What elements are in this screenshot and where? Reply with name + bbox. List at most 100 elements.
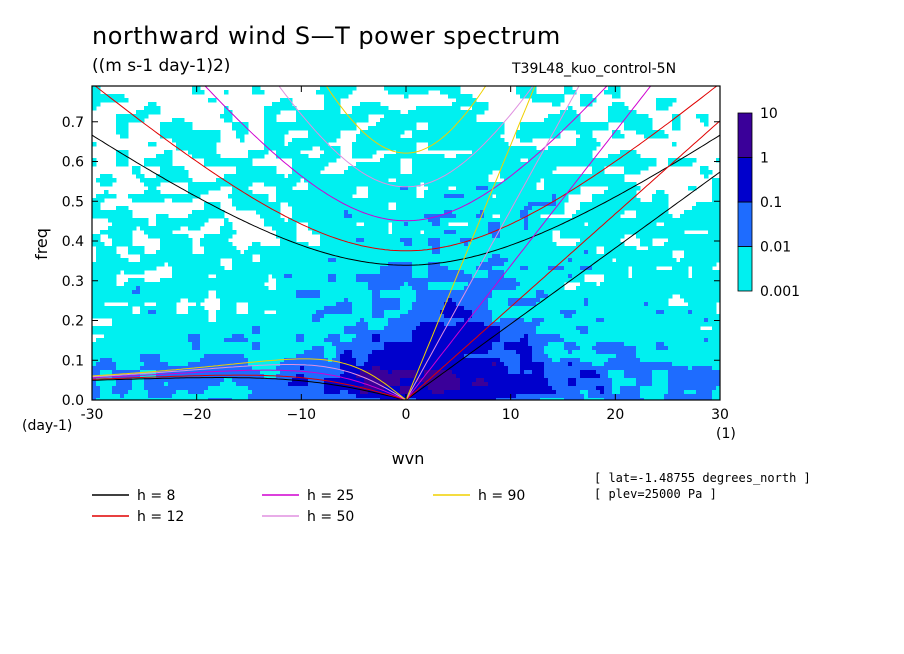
heatmap-cell [312, 266, 317, 271]
heatmap-cell [396, 114, 401, 119]
heatmap-cell [320, 262, 325, 267]
heatmap-cell [300, 278, 305, 283]
heatmap-cell [604, 218, 609, 223]
heatmap-cell [672, 122, 677, 127]
heatmap-cell [468, 210, 473, 215]
heatmap-cell [332, 106, 337, 111]
heatmap-cell [452, 194, 457, 199]
heatmap-cell [404, 242, 409, 247]
heatmap-cell [596, 202, 601, 207]
heatmap-cell [488, 242, 493, 247]
heatmap-cell [192, 270, 197, 275]
heatmap-cell [208, 262, 213, 267]
heatmap-cell [412, 270, 417, 275]
heatmap-cell [616, 186, 621, 191]
heatmap-cell [712, 182, 717, 187]
heatmap-cell [356, 254, 361, 259]
heatmap-cell [228, 246, 233, 251]
heatmap-cell [616, 230, 621, 235]
heatmap-cell [692, 274, 697, 279]
heatmap-cell [548, 274, 553, 279]
heatmap-cell [432, 270, 437, 275]
heatmap-cell [400, 206, 405, 211]
heatmap-cell [564, 190, 569, 195]
heatmap-cell [580, 146, 585, 151]
heatmap-cell [252, 150, 257, 155]
heatmap-cell [316, 258, 321, 263]
heatmap-cell [640, 118, 645, 123]
heatmap-cell [340, 250, 345, 255]
heatmap-cell [408, 110, 413, 115]
heatmap-cell [268, 270, 273, 275]
heatmap-cell [264, 130, 269, 135]
heatmap-cell [388, 162, 393, 167]
heatmap-cell [380, 106, 385, 111]
heatmap-cell [472, 278, 477, 283]
heatmap-cell [272, 258, 277, 263]
heatmap-cell [528, 258, 533, 263]
heatmap-cell [260, 258, 265, 263]
heatmap-cell [392, 130, 397, 135]
heatmap-cell [328, 126, 333, 131]
heatmap-cell [380, 142, 385, 147]
heatmap-cell [392, 278, 397, 283]
heatmap-cell [100, 174, 105, 179]
heatmap-cell [196, 186, 201, 191]
heatmap-cell [460, 182, 465, 187]
heatmap-cell [528, 86, 533, 91]
heatmap-cell [232, 182, 237, 187]
heatmap-cell [336, 94, 341, 99]
heatmap-cell [304, 110, 309, 115]
heatmap-cell [428, 206, 433, 211]
heatmap-cell [532, 198, 537, 203]
heatmap-cell [408, 138, 413, 143]
heatmap-cell [556, 182, 561, 187]
heatmap-cell [616, 238, 621, 243]
heatmap-cell [616, 174, 621, 179]
heatmap-cell [676, 266, 681, 271]
heatmap-cell [384, 114, 389, 119]
heatmap-cell [96, 270, 101, 275]
heatmap-cell [272, 226, 277, 231]
heatmap-cell [484, 218, 489, 223]
heatmap-cell [424, 170, 429, 175]
heatmap-cell [544, 174, 549, 179]
heatmap-cell [116, 130, 121, 135]
heatmap-cell [448, 178, 453, 183]
heatmap-cell [524, 86, 529, 91]
heatmap-cell [324, 206, 329, 211]
heatmap-cell [272, 262, 277, 267]
heatmap-cell [712, 186, 717, 191]
heatmap-cell [212, 214, 217, 219]
heatmap-cell [660, 258, 665, 263]
heatmap-cell [440, 126, 445, 131]
heatmap-cell [612, 202, 617, 207]
heatmap-cell [124, 126, 129, 131]
heatmap-cell [288, 222, 293, 227]
heatmap-cell [292, 150, 297, 155]
heatmap-cell [244, 278, 249, 283]
heatmap-cell [160, 170, 165, 175]
heatmap-cell [184, 262, 189, 267]
heatmap-cell [700, 218, 705, 223]
heatmap-cell [648, 218, 653, 223]
heatmap-cell [500, 126, 505, 131]
heatmap-cell [268, 126, 273, 131]
heatmap-cell [296, 170, 301, 175]
heatmap-cell [404, 234, 409, 239]
heatmap-cell [300, 158, 305, 163]
heatmap-cell [404, 254, 409, 259]
heatmap-cell [364, 274, 369, 279]
heatmap-cell [536, 174, 541, 179]
heatmap-cell [512, 234, 517, 239]
heatmap-cell [168, 222, 173, 227]
heatmap-cell [608, 182, 613, 187]
heatmap-cell [212, 246, 217, 251]
heatmap-cell [560, 174, 565, 179]
heatmap-cell [280, 246, 285, 251]
heatmap-cell [600, 198, 605, 203]
heatmap-cell [680, 226, 685, 231]
heatmap-cell [108, 214, 113, 219]
heatmap-cell [456, 214, 461, 219]
heatmap-cell [464, 138, 469, 143]
